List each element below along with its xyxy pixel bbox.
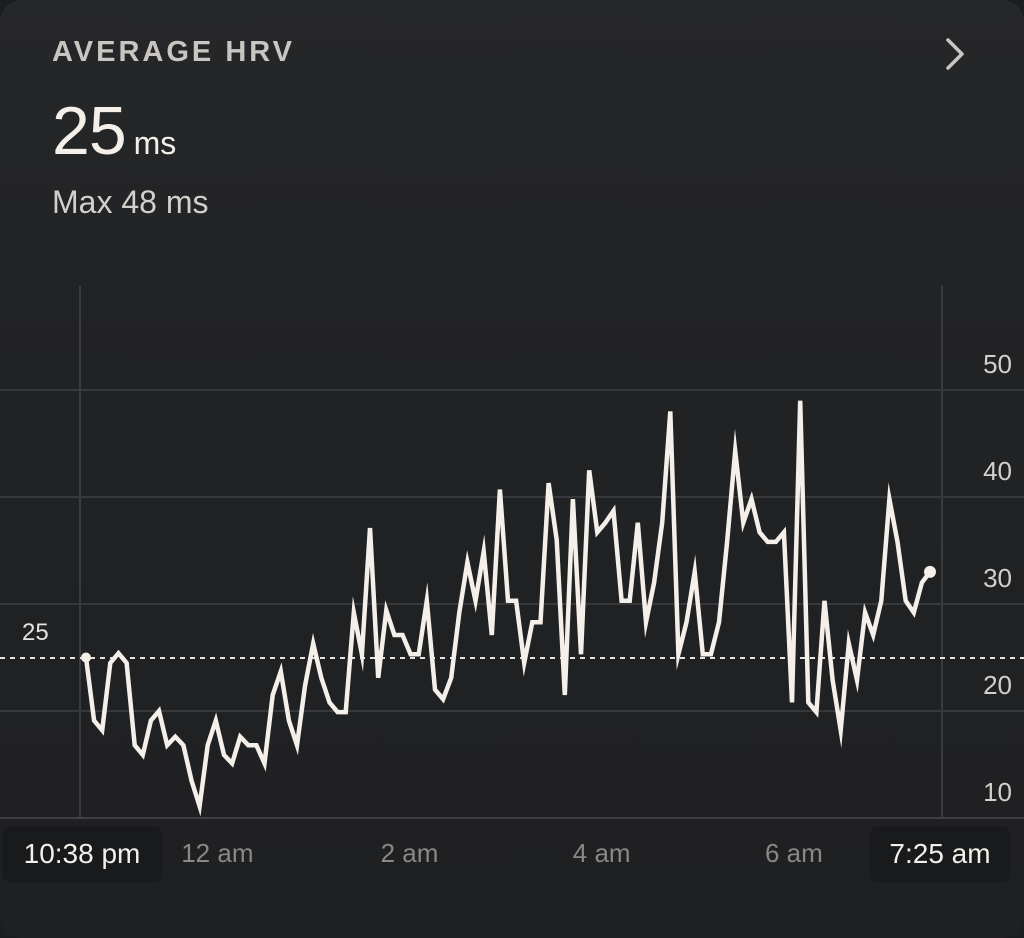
- series-start-point: [81, 652, 91, 663]
- hrv-value-number: 25: [52, 93, 127, 169]
- x-tick-label: 12 am: [181, 838, 254, 868]
- hrv-series-line: [83, 400, 933, 817]
- y-tick-label: 40: [983, 456, 1012, 486]
- chevron-right-icon[interactable]: [940, 34, 972, 74]
- y-tick-label: 50: [983, 349, 1012, 379]
- hrv-value-unit: ms: [133, 125, 177, 161]
- y-tick-label: 30: [983, 563, 1012, 593]
- x-end-label: 7:25 am: [870, 826, 1010, 882]
- x-tick-label: 2 am: [380, 838, 439, 868]
- x-tick-label: 4 am: [572, 838, 631, 868]
- x-start-label: 10:38 pm: [2, 826, 162, 882]
- x-tick-label: 6 am: [764, 838, 823, 868]
- y-tick-label: 20: [983, 670, 1012, 700]
- y-tick-label: 10: [983, 777, 1012, 807]
- hrv-value: 25 ms: [52, 92, 176, 170]
- series-end-point: [924, 565, 936, 578]
- card-title: AVERAGE HRV: [52, 36, 296, 68]
- hrv-max: Max 48 ms: [52, 184, 209, 220]
- average-label: 25: [22, 619, 49, 646]
